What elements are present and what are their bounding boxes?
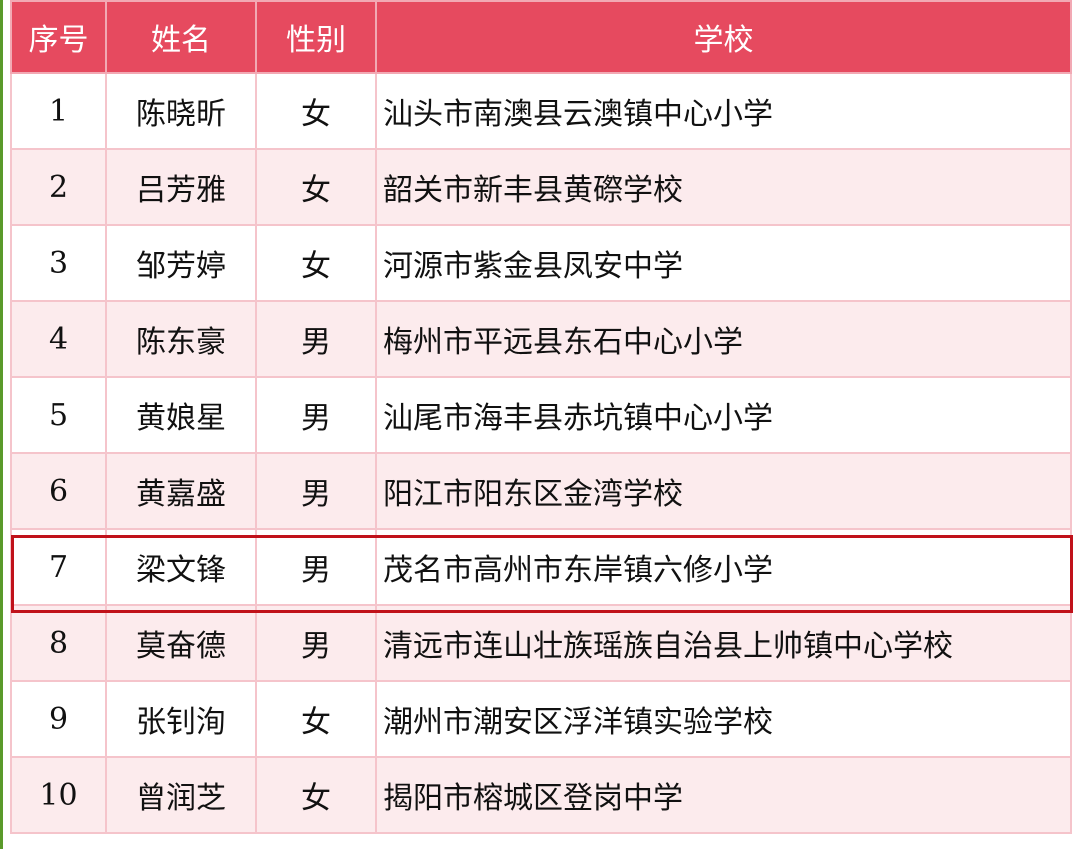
cell-school: 河源市紫金县凤安中学 xyxy=(375,224,1072,302)
cell-index: 1 xyxy=(10,72,107,150)
cell-name: 陈晓昕 xyxy=(105,72,257,150)
cell-gender: 女 xyxy=(255,148,377,226)
table-row: 4 陈东豪男梅州市平远县东石中心小学 xyxy=(10,300,1072,378)
cell-index: 2 xyxy=(10,148,107,226)
cell-school: 阳江市阳东区金湾学校 xyxy=(375,452,1072,530)
cell-gender: 女 xyxy=(255,680,377,758)
cell-school: 清远市连山壮族瑶族自治县上帅镇中心学校 xyxy=(375,604,1072,682)
cell-name: 黄嘉盛 xyxy=(105,452,257,530)
table-row: 9 张钊洵女潮州市潮安区浮洋镇实验学校 xyxy=(10,680,1072,758)
cell-school: 梅州市平远县东石中心小学 xyxy=(375,300,1072,378)
cell-gender: 男 xyxy=(255,376,377,454)
cell-school: 韶关市新丰县黄磜学校 xyxy=(375,148,1072,226)
table-row: 7 梁文锋男茂名市高州市东岸镇六修小学 xyxy=(10,528,1072,606)
cell-gender: 女 xyxy=(255,72,377,150)
cell-gender: 男 xyxy=(255,452,377,530)
left-edge-line xyxy=(0,0,3,849)
cell-index: 4 xyxy=(10,300,107,378)
header-row: 序号 姓名 性别 学校 xyxy=(10,0,1072,74)
cell-index: 10 xyxy=(10,756,107,834)
cell-name: 曾润芝 xyxy=(105,756,257,834)
cell-school: 汕头市南澳县云澳镇中心小学 xyxy=(375,72,1072,150)
cell-gender: 女 xyxy=(255,224,377,302)
cell-index: 8 xyxy=(10,604,107,682)
cell-name: 黄娘星 xyxy=(105,376,257,454)
table-row: 3 邹芳婷女河源市紫金县凤安中学 xyxy=(10,224,1072,302)
cell-name: 张钊洵 xyxy=(105,680,257,758)
table-row: 5 黄娘星男汕尾市海丰县赤坑镇中心小学 xyxy=(10,376,1072,454)
table-row: 2 吕芳雅女韶关市新丰县黄磜学校 xyxy=(10,148,1072,226)
table-row: 1 陈晓昕女汕头市南澳县云澳镇中心小学 xyxy=(10,72,1072,150)
table-row: 6 黄嘉盛男阳江市阳东区金湾学校 xyxy=(10,452,1072,530)
header-name: 姓名 xyxy=(105,0,257,74)
cell-name: 陈东豪 xyxy=(105,300,257,378)
header-school: 学校 xyxy=(375,0,1072,74)
cell-school: 揭阳市榕城区登岗中学 xyxy=(375,756,1072,834)
table-row: 8 莫奋德男清远市连山壮族瑶族自治县上帅镇中心学校 xyxy=(10,604,1072,682)
cell-name: 吕芳雅 xyxy=(105,148,257,226)
header-gender: 性别 xyxy=(255,0,377,74)
student-table: 序号 姓名 性别 学校 1 陈晓昕女汕头市南澳县云澳镇中心小学 2 吕芳雅女韶关市新丰… xyxy=(10,0,1072,834)
cell-index: 7 xyxy=(10,528,107,606)
cell-gender: 男 xyxy=(255,528,377,606)
cell-school: 茂名市高州市东岸镇六修小学 xyxy=(375,528,1072,606)
cell-index: 9 xyxy=(10,680,107,758)
cell-index: 5 xyxy=(10,376,107,454)
cell-school: 潮州市潮安区浮洋镇实验学校 xyxy=(375,680,1072,758)
cell-gender: 男 xyxy=(255,604,377,682)
cell-school: 汕尾市海丰县赤坑镇中心小学 xyxy=(375,376,1072,454)
cell-gender: 女 xyxy=(255,756,377,834)
cell-index: 3 xyxy=(10,224,107,302)
table-row: 10 曾润芝女揭阳市榕城区登岗中学 xyxy=(10,756,1072,834)
cell-name: 莫奋德 xyxy=(105,604,257,682)
cell-name: 邹芳婷 xyxy=(105,224,257,302)
cell-gender: 男 xyxy=(255,300,377,378)
cell-name: 梁文锋 xyxy=(105,528,257,606)
cell-index: 6 xyxy=(10,452,107,530)
header-index: 序号 xyxy=(10,0,107,74)
